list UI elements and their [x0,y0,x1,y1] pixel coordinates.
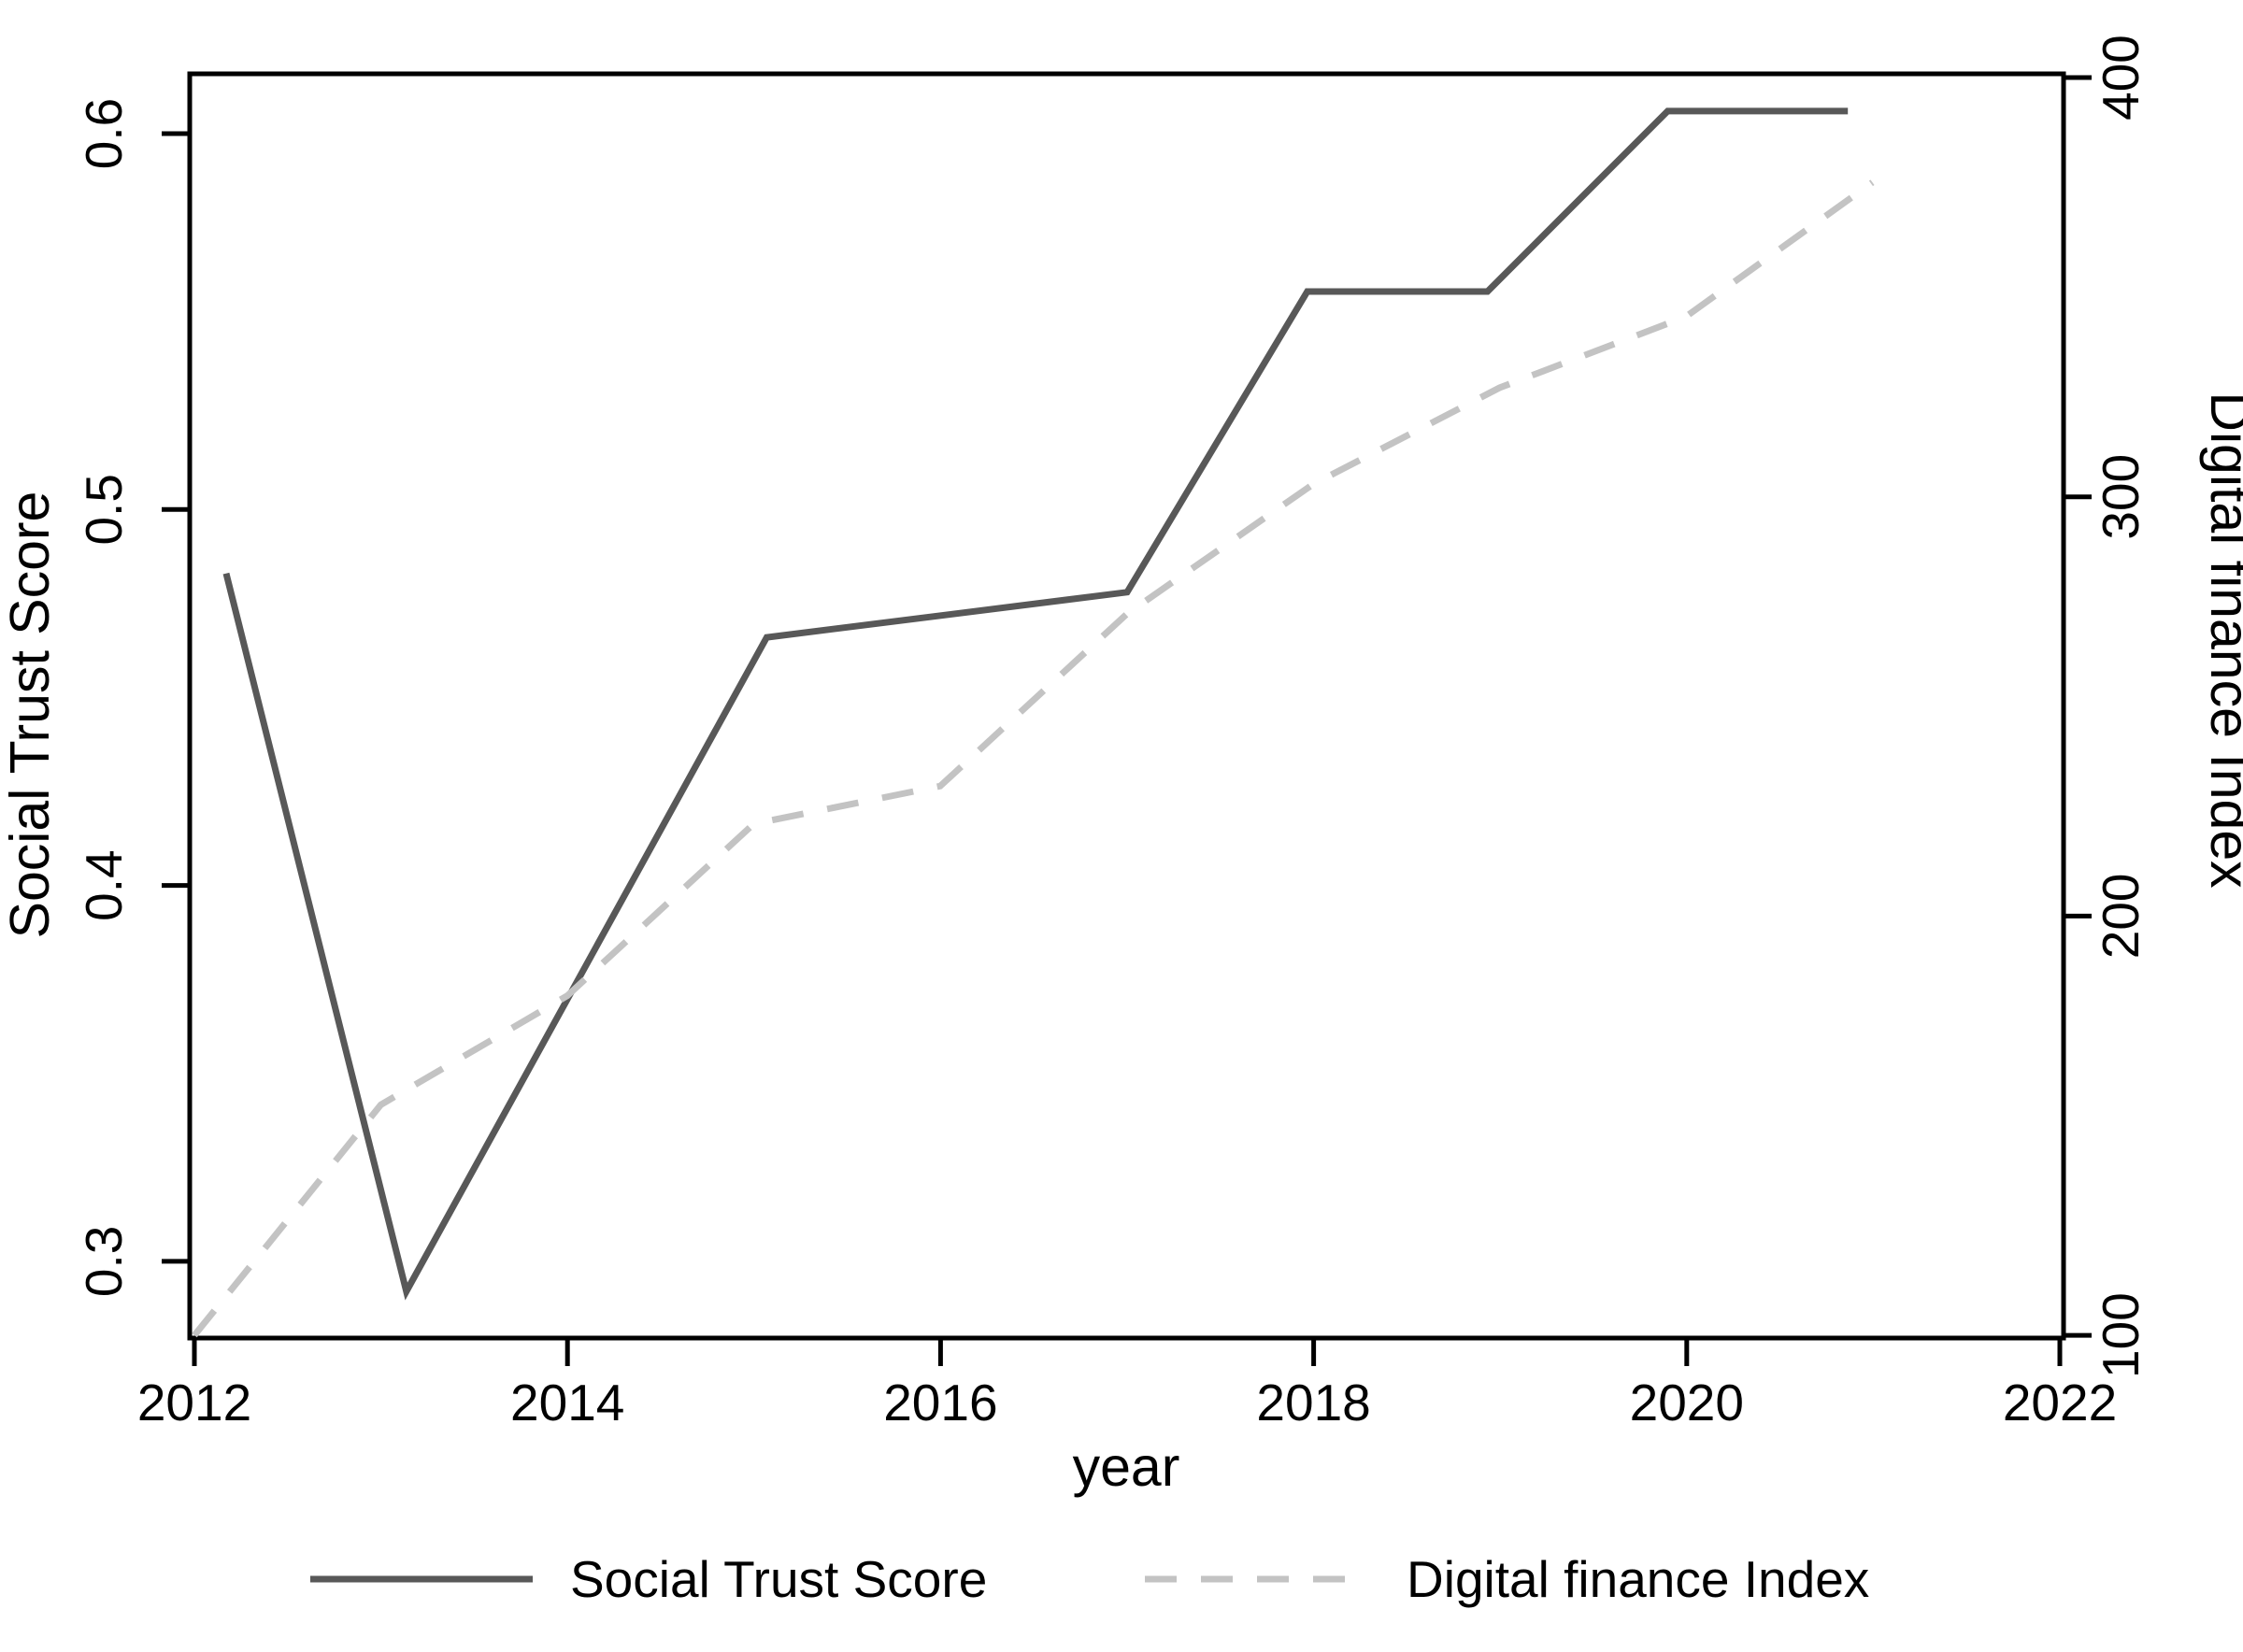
left-axis-title: Social Trust Score [0,491,61,939]
right-axis-ticks: 400 300 200 100 [2064,35,2150,1378]
right-tick-label: 200 [2092,874,2150,960]
left-tick-label: 0.6 [75,98,133,169]
series-social-trust-line [222,107,1849,1301]
x-tick-label: 2016 [883,1374,997,1431]
left-tick-label: 0.5 [75,474,133,545]
right-tick-label: 400 [2092,35,2150,121]
left-tick-label: 0.3 [75,1226,133,1297]
legend: Social Trust Score Digital finance Index [310,1550,1869,1608]
x-tick-label: 2020 [1630,1374,1744,1431]
left-tick-label: 0.4 [75,849,133,920]
x-tick-label: 2014 [510,1374,624,1431]
legend-label-social-trust: Social Trust Score [570,1550,987,1608]
x-tick-label: 2022 [2003,1374,2117,1431]
series-digital-finance-line [192,179,1875,1338]
left-axis-ticks: 0.6 0.5 0.4 0.3 [75,98,190,1297]
right-axis-title: Digital finance Index [2199,392,2243,888]
x-axis-ticks: 2012 2014 2016 2018 2020 2022 [137,1338,2117,1431]
right-tick-label: 300 [2092,454,2150,540]
right-tick-label: 100 [2092,1292,2150,1378]
legend-label-digital-finance: Digital finance Index [1407,1550,1869,1608]
x-tick-label: 2012 [137,1374,251,1431]
x-tick-label: 2018 [1256,1374,1370,1431]
x-axis-title: year [1073,1436,1180,1498]
plot-frame [187,71,2066,1341]
